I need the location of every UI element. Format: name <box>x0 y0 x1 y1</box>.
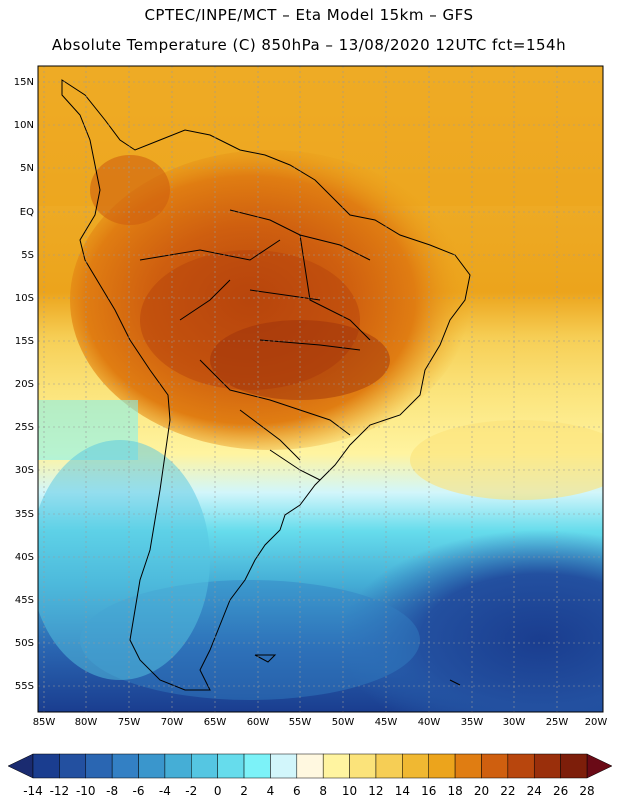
colorbar-label: -14 <box>23 784 43 798</box>
colorbar-swatch <box>85 753 113 779</box>
lat-label: 45S <box>15 595 34 606</box>
lon-label: 25W <box>546 717 569 728</box>
colorbar-label: 20 <box>474 784 489 798</box>
lon-label: 30W <box>503 717 526 728</box>
graticule <box>38 66 603 712</box>
colorbar-swatch <box>59 753 87 779</box>
colorbar-swatch <box>428 753 456 779</box>
colorbar-swatch <box>454 753 482 779</box>
colorbar-label: -6 <box>133 784 145 798</box>
colorbar-label: 14 <box>395 784 410 798</box>
lat-label: 20S <box>15 379 34 390</box>
colorbar-swatch <box>191 753 218 779</box>
lon-label: 65W <box>204 717 227 728</box>
latitude-labels: 15N 10N 5N EQ 5S 10S 15S 20S 25S 30S 35S… <box>14 77 34 692</box>
colorbar-label: -8 <box>106 784 118 798</box>
lat-label: EQ <box>20 207 34 218</box>
colorbar-swatch <box>322 753 350 779</box>
colorbar-swatch <box>481 753 509 779</box>
lat-label: 15S <box>15 336 34 347</box>
colorbar-swatch <box>217 753 245 779</box>
colorbar-label: 12 <box>368 784 383 798</box>
lon-label: 60W <box>247 717 270 728</box>
lat-label: 55S <box>15 681 34 692</box>
colorbar-label: 24 <box>527 784 542 798</box>
colorbar-label: -12 <box>50 784 70 798</box>
lat-label: 25S <box>15 422 34 433</box>
temperature-field <box>38 66 603 712</box>
colorbar-swatch <box>111 753 139 779</box>
lat-label: 40S <box>15 552 34 563</box>
lon-label: 45W <box>375 717 398 728</box>
colorbar-label: -2 <box>185 784 197 798</box>
lat-label: 30S <box>15 465 34 476</box>
colorbar-swatch <box>243 753 271 779</box>
longitude-labels: 85W 80W 75W 70W 65W 60W 55W 50W 45W 40W … <box>33 717 608 728</box>
colorbar-label: 4 <box>267 784 275 798</box>
colorbar-swatch <box>507 753 535 779</box>
title-line-2: Absolute Temperature (C) 850hPa – 13/08/… <box>51 36 567 54</box>
colorbar-swatch <box>402 753 429 779</box>
colorbar-swatch <box>296 753 324 779</box>
lon-label: 55W <box>289 717 312 728</box>
lon-label: 40W <box>418 717 441 728</box>
colorbar-swatch <box>164 753 192 779</box>
colorbar-swatch <box>533 753 561 779</box>
title-line-1: CPTEC/INPE/MCT – Eta Model 15km – GFS <box>144 6 474 24</box>
colorbar-label: 26 <box>553 784 568 798</box>
lat-label: 50S <box>15 638 34 649</box>
colorbar-label: 22 <box>500 784 515 798</box>
colorbar-label: 8 <box>319 784 327 798</box>
lat-label: 5S <box>21 250 34 261</box>
colorbar-label: 16 <box>421 784 436 798</box>
colorbar-label: 28 <box>579 784 594 798</box>
colorbar: -14 -12 -10 -8 -6 -4 -2 0 2 4 6 8 10 12 14 16 18 20 22 24 26… <box>7 753 613 798</box>
colorbar-swatch <box>270 753 298 779</box>
lat-label: 15N <box>14 77 34 88</box>
colorbar-swatch <box>32 753 60 779</box>
colorbar-label: 2 <box>240 784 248 798</box>
colorbar-label: 18 <box>447 784 462 798</box>
colorbar-swatch <box>349 753 377 779</box>
coastlines <box>61 79 471 691</box>
colorbar-label: 10 <box>342 784 357 798</box>
colorbar-low-arrow <box>7 753 34 779</box>
lon-label: 75W <box>118 717 141 728</box>
lat-label: 35S <box>15 509 34 520</box>
lon-label: 85W <box>33 717 56 728</box>
colorbar-label: -4 <box>159 784 171 798</box>
lat-label: 5N <box>20 163 34 174</box>
colorbar-high-arrow <box>586 753 613 779</box>
lon-label: 80W <box>75 717 98 728</box>
lat-label: 10S <box>15 293 34 304</box>
colorbar-swatch <box>560 753 588 779</box>
colorbar-swatch <box>375 753 403 779</box>
lon-label: 70W <box>161 717 184 728</box>
colorbar-label: -10 <box>76 784 96 798</box>
lat-label: 10N <box>14 120 34 131</box>
colorbar-label: 6 <box>293 784 301 798</box>
map-frame <box>37 65 604 713</box>
colorbar-swatch <box>138 753 166 779</box>
lon-label: 20W <box>585 717 608 728</box>
colorbar-label: 0 <box>214 784 222 798</box>
lon-label: 35W <box>461 717 484 728</box>
lon-label: 50W <box>332 717 355 728</box>
